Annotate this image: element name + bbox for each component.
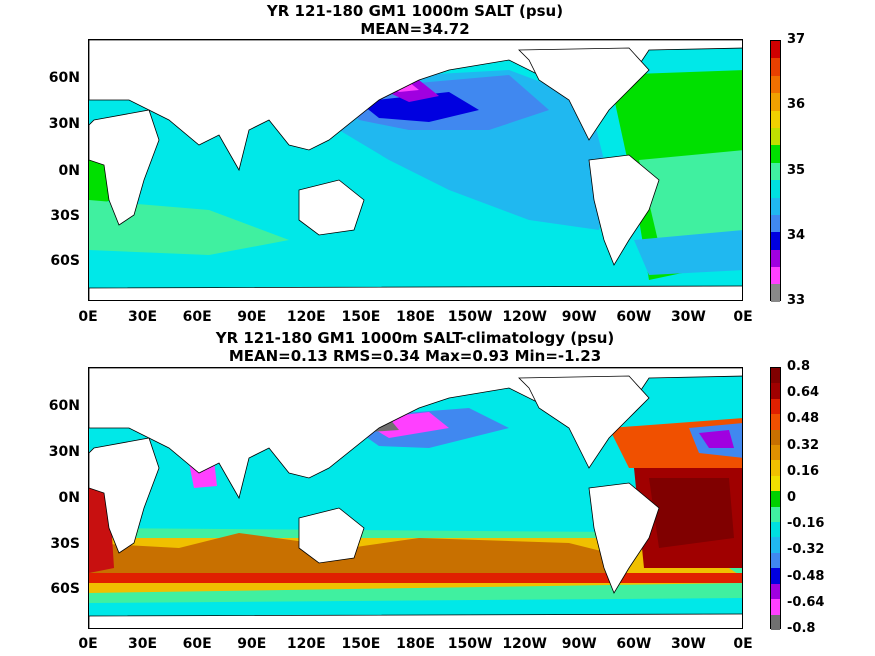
p1-ylabel: 60N <box>48 70 80 86</box>
p2-colorbar-label: 0.48 <box>787 411 820 427</box>
p2-colorbar-segment <box>771 552 780 569</box>
panel2-map <box>88 367 743 629</box>
p2-xlabel: 180E <box>396 636 435 652</box>
p2-colorbar-segment <box>771 414 780 430</box>
p1-xlabel: 120W <box>502 309 547 325</box>
p1-colorbar-segment <box>771 127 780 146</box>
p1-ylabel: 30S <box>50 208 80 224</box>
p2-ylabel: 60N <box>48 398 80 414</box>
p2-colorbar-label: -0.64 <box>787 594 825 610</box>
p1-xlabel: 180E <box>396 309 435 325</box>
p2-colorbar-label: 0 <box>787 490 797 505</box>
p2-xlabel: 150E <box>341 636 381 652</box>
p1-colorbar-segment <box>771 197 780 215</box>
p2-colorbar-segment <box>771 614 780 630</box>
p2-colorbar-label: -0.32 <box>787 542 825 558</box>
p2-xlabel: 120E <box>286 636 326 652</box>
p2-colorbar-segment <box>771 368 780 384</box>
p1-colorbar-segment <box>771 249 780 268</box>
p2-colorbar-label: -0.48 <box>787 568 825 584</box>
p2-xlabel: 0E <box>78 636 98 652</box>
p2-colorbar-segment <box>771 475 780 492</box>
p1-colorbar-segment <box>771 41 780 59</box>
p2-colorbar-label: -0.8 <box>787 621 816 636</box>
p1-xlabel: 60E <box>182 309 212 325</box>
p1-xlabel: 30W <box>670 309 706 325</box>
p1-ylabel: 30N <box>48 116 80 132</box>
p2-ylabel: 60S <box>50 581 80 597</box>
p1-colorbar-label: 35 <box>787 162 806 178</box>
p2-xlabel: 60E <box>182 636 212 652</box>
p1-colorbar-label: 37 <box>787 32 806 47</box>
p2-colorbar-segment <box>771 445 780 461</box>
panel1-subtitle: MEAN=34.72 <box>360 20 470 38</box>
p1-colorbar-segment <box>771 93 780 111</box>
p1-colorbar-segment <box>771 75 780 94</box>
p2-xlabel: 90W <box>561 636 597 652</box>
p2-ylabel: 0N <box>58 490 80 506</box>
p1-xlabel: 0E <box>78 309 98 325</box>
p1-colorbar-segment <box>771 58 780 76</box>
p1-xlabel: 30E <box>128 309 158 325</box>
p2-colorbar-segment <box>771 398 780 415</box>
p1-colorbar-segment <box>771 267 780 285</box>
panel2-title: YR 121-180 GM1 1000m SALT-climatology (p… <box>215 329 615 347</box>
p1-xlabel: 90W <box>561 309 597 325</box>
panel2-subtitle: MEAN=0.13 RMS=0.34 Max=0.93 Min=-1.23 <box>228 347 602 365</box>
p1-xlabel: 0E <box>733 309 753 325</box>
p2-colorbar-label: 0.8 <box>787 359 811 374</box>
p1-xlabel: 150W <box>447 309 493 325</box>
p1-colorbar-segment <box>771 232 780 250</box>
p2-colorbar-segment <box>771 522 780 538</box>
panel2-colorbar <box>770 367 781 630</box>
p1-xlabel: 150E <box>341 309 381 325</box>
p2-colorbar-label: -0.16 <box>787 516 825 532</box>
p1-colorbar-segment <box>771 180 780 198</box>
p1-colorbar-label: 34 <box>787 227 806 243</box>
p1-colorbar-label: 33 <box>787 293 806 308</box>
p2-colorbar-segment <box>771 583 780 600</box>
p2-ylabel: 30S <box>50 536 80 552</box>
p2-colorbar-label: 0.32 <box>787 437 820 453</box>
p2-xlabel: 0E <box>733 636 753 652</box>
panel1-colorbar <box>770 40 781 302</box>
p2-colorbar-segment <box>771 383 780 399</box>
p1-xlabel: 90E <box>237 309 267 325</box>
p1-colorbar-segment <box>771 162 780 181</box>
p2-colorbar-segment <box>771 537 780 553</box>
panel1-map <box>88 39 743 301</box>
p2-xlabel: 30W <box>670 636 706 652</box>
p2-colorbar-segment <box>771 599 780 615</box>
p2-xlabel: 90E <box>237 636 267 652</box>
panel1-title: YR 121-180 GM1 1000m SALT (psu) <box>266 2 564 20</box>
p2-colorbar-segment <box>771 460 780 476</box>
p1-colorbar-segment <box>771 110 780 128</box>
p2-colorbar-segment <box>771 568 780 584</box>
p2-colorbar-segment <box>771 429 780 446</box>
p2-xlabel: 60W <box>616 636 652 652</box>
p2-colorbar-segment <box>771 491 780 507</box>
p1-colorbar-label: 36 <box>787 97 806 113</box>
p2-ylabel: 30N <box>48 444 80 460</box>
p2-colorbar-segment <box>771 506 780 523</box>
p2-xlabel: 150W <box>447 636 493 652</box>
p1-colorbar-segment <box>771 145 780 163</box>
p1-ylabel: 60S <box>50 253 80 269</box>
p1-ylabel: 0N <box>58 163 80 179</box>
p2-colorbar-label: 0.16 <box>787 463 820 479</box>
p2-xlabel: 30E <box>128 636 158 652</box>
p2-colorbar-label: 0.64 <box>787 385 820 401</box>
p2-xlabel: 120W <box>502 636 547 652</box>
p1-colorbar-segment <box>771 214 780 233</box>
p1-xlabel: 120E <box>286 309 326 325</box>
p1-colorbar-segment <box>771 284 780 302</box>
p1-xlabel: 60W <box>616 309 652 325</box>
